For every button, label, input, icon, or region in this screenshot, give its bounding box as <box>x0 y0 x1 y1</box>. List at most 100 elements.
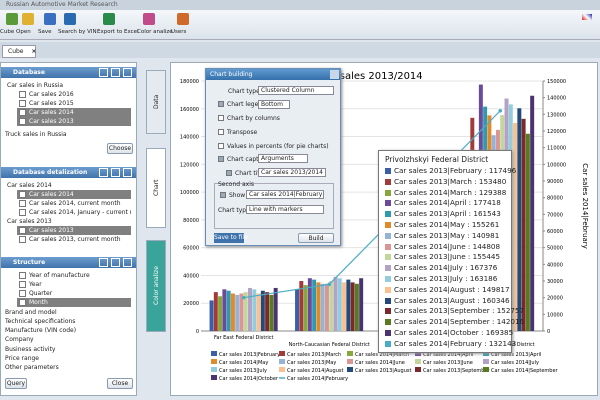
bar <box>239 293 244 331</box>
side-tab[interactable]: Data <box>146 70 166 134</box>
toolbar-button-label[interactable]: Search by VIN <box>58 29 97 35</box>
dialog-label: Values in percents (for pie charts) <box>227 143 329 150</box>
list-item[interactable]: Car sales 2013 <box>17 117 131 126</box>
checkbox[interactable] <box>218 115 224 121</box>
header-icon[interactable] <box>123 258 132 267</box>
bar <box>316 282 321 331</box>
y2-tick-label: 10000 <box>547 312 563 318</box>
list-item[interactable]: Car sales 2014, current month <box>17 199 131 208</box>
checkbox[interactable] <box>220 192 226 198</box>
list-item[interactable]: Quarter <box>17 289 131 298</box>
item-label: Car sales 2013 <box>29 118 74 125</box>
tooltip-swatch <box>385 200 391 207</box>
toolbar-button-label[interactable]: Color analize <box>137 29 173 35</box>
list-item[interactable]: Price range <box>5 354 39 362</box>
list-item[interactable]: Car sales 2015 <box>17 99 131 108</box>
save-button[interactable]: Save to file <box>214 233 248 243</box>
checkbox[interactable] <box>218 156 224 162</box>
query-button[interactable]: Query <box>5 378 27 389</box>
legend-swatch <box>279 367 285 372</box>
build-button[interactable]: Build <box>298 233 334 243</box>
header-icon[interactable] <box>111 258 120 267</box>
second-type-select[interactable]: Line with markers <box>246 205 324 214</box>
list-item[interactable]: Month <box>17 298 131 307</box>
tab[interactable]: Cube × <box>2 45 36 58</box>
bar <box>248 287 252 331</box>
list-item[interactable]: Car sales 2014 <box>17 190 131 199</box>
chart-type-select[interactable]: Clustered Column <box>258 86 334 95</box>
bar <box>303 285 308 331</box>
legend-swatch <box>415 351 421 356</box>
bar <box>342 282 347 331</box>
y2-axis-title: Car sales 2014|February <box>581 163 589 249</box>
bar <box>350 282 355 331</box>
dialog-label: Transpose <box>227 129 258 136</box>
list-item[interactable]: Company <box>5 336 34 344</box>
header-icon[interactable] <box>123 68 132 77</box>
tooltip-item: Car sales 2013|August : 160346 <box>394 295 510 305</box>
list-item[interactable]: Business activity <box>5 345 56 353</box>
toolbar-button-label[interactable]: Export to Excel <box>97 29 139 35</box>
bar <box>209 300 214 331</box>
bar <box>312 279 317 331</box>
checkbox[interactable] <box>218 129 224 135</box>
title-bar: Russian Automotive Market Research <box>0 0 600 10</box>
captions-select[interactable]: Arguments <box>258 154 308 163</box>
header-icon[interactable] <box>99 258 108 267</box>
list-item[interactable]: Car sales 2014 <box>5 181 131 190</box>
bar <box>269 294 274 331</box>
legend-label: Car sales 2013|June <box>423 360 473 366</box>
bar <box>260 290 265 331</box>
legend-position-select[interactable]: Bottom <box>258 100 290 109</box>
tooltip-item: Car sales 2013|February : 117496 <box>394 166 517 175</box>
chart-title-input[interactable]: Car sales 2013/2014 <box>258 168 326 177</box>
list-item[interactable]: Truck sales in Russia <box>5 131 67 138</box>
toolbar-button-label[interactable]: Users <box>171 29 187 35</box>
toolbar-button-label[interactable]: Cube <box>0 29 15 35</box>
list-item[interactable]: Car sales 2013 <box>17 226 131 235</box>
list-item[interactable]: Car sales 2013 <box>5 217 131 226</box>
list-item[interactable]: Year <box>17 280 131 289</box>
header-icon[interactable] <box>99 168 108 177</box>
choose-button[interactable]: Choose <box>107 143 133 154</box>
legend-label: Car sales 2013|April <box>491 352 541 358</box>
list-item[interactable]: Other parameters <box>5 364 59 371</box>
legend-swatch <box>483 351 489 356</box>
toolbar-button-label[interactable]: Save <box>38 29 52 35</box>
header-icon[interactable] <box>123 168 132 177</box>
toolbar-icon <box>64 13 76 25</box>
list-item[interactable]: Year of manufacture <box>17 271 131 280</box>
list-item[interactable]: Car sales 2014 <box>17 108 131 117</box>
header-icon[interactable] <box>99 68 108 77</box>
list-item[interactable]: Car sales in Russia <box>5 81 131 90</box>
list-item[interactable]: Manufacture (VIN code) <box>5 327 77 335</box>
header-icon[interactable] <box>111 68 120 77</box>
toolbar-button-label[interactable]: Open <box>16 29 31 35</box>
side-tab[interactable]: Color analize <box>146 240 166 332</box>
bar <box>513 122 518 331</box>
legend-label: Car sales 2013|August <box>355 368 411 374</box>
list-item[interactable]: Car sales 2014, January - current month <box>17 208 131 217</box>
y2-tick-label: 20000 <box>547 296 563 302</box>
tab-bar: Cube × <box>0 42 600 58</box>
bar <box>521 118 526 332</box>
bar <box>359 278 364 331</box>
tooltip-item: Car sales 2013|July : 163186 <box>394 274 498 283</box>
tooltip-swatch <box>385 232 391 239</box>
list-item[interactable]: Car sales 2013, current month <box>17 235 131 244</box>
y2-tick-label: 0 <box>547 329 550 335</box>
checkbox[interactable] <box>218 143 224 149</box>
side-tab[interactable]: Chart <box>146 148 166 228</box>
checkbox[interactable] <box>226 170 232 176</box>
list-item[interactable]: Brand and model <box>5 308 57 316</box>
item-label: Car sales 2015 <box>29 100 74 107</box>
dialog-close[interactable] <box>330 70 339 79</box>
second-series-select[interactable]: Car sales 2014|February <box>246 190 324 199</box>
close-button[interactable]: Close <box>107 378 133 389</box>
header-icon[interactable] <box>111 168 120 177</box>
checkbox[interactable] <box>218 101 224 107</box>
y-tick-label: 180000 <box>180 79 199 85</box>
list-item[interactable]: Car sales 2016 <box>17 90 131 99</box>
list-item[interactable]: Technical specifications <box>5 318 76 325</box>
bar <box>265 292 270 331</box>
